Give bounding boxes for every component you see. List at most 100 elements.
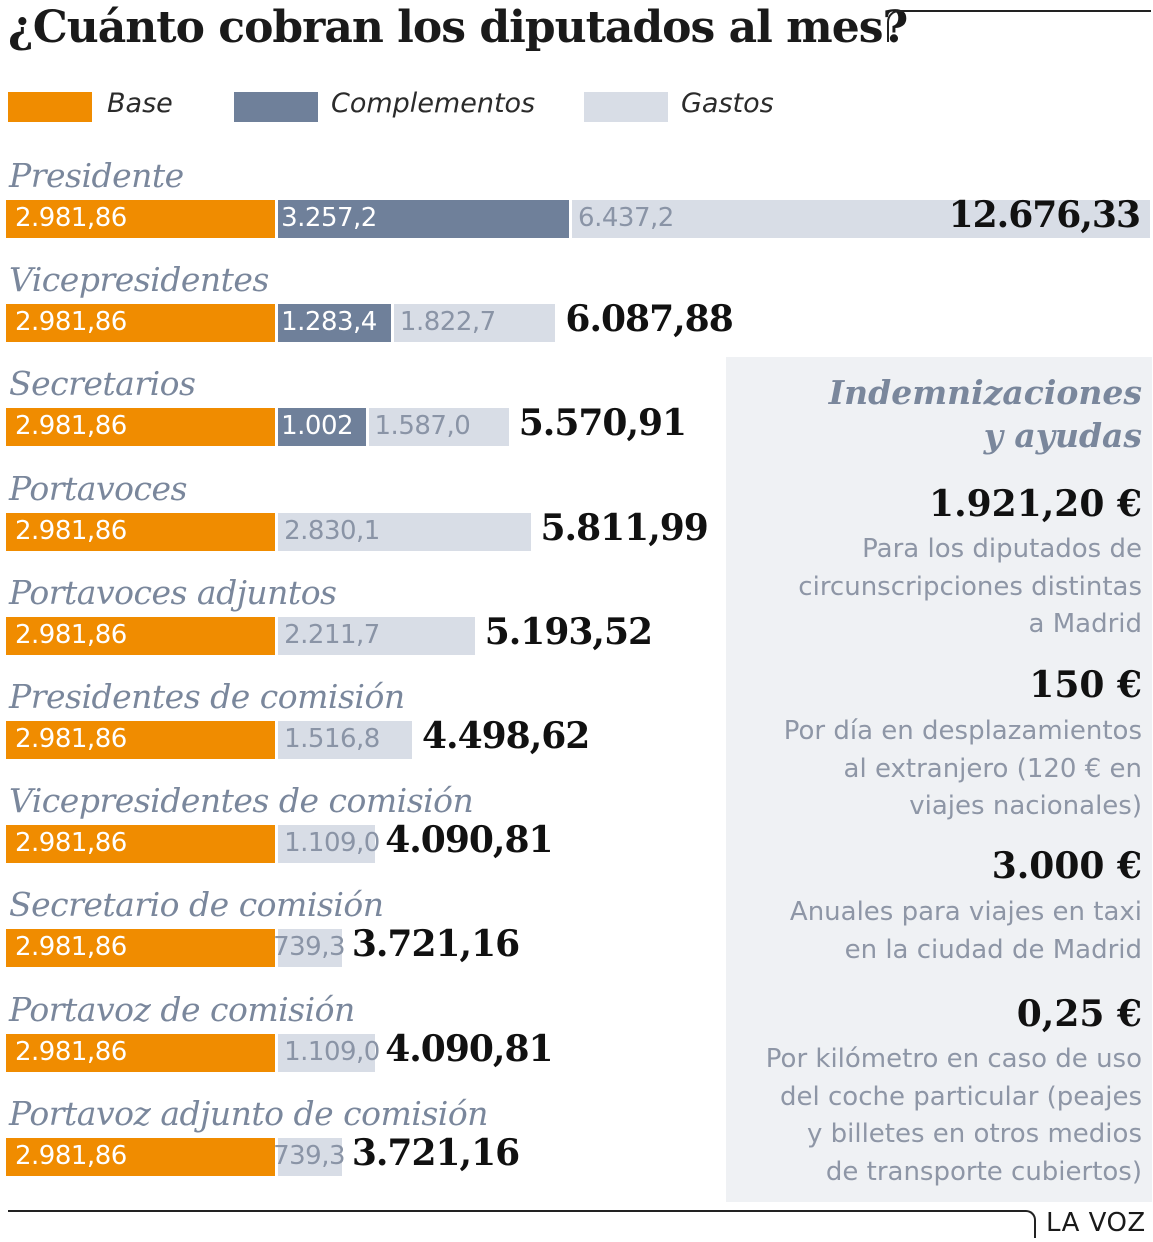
bar-segment-base: 2.981,86 — [6, 825, 276, 864]
bar-value-label: 2.981,86 — [15, 1036, 127, 1067]
title-bracket — [887, 10, 1151, 42]
allowance-amount-3: 3.000 € — [991, 845, 1142, 887]
allowance-description-line: de transporte cubiertos) — [825, 1156, 1142, 1187]
bar-segment-gastos: 739,3 — [273, 929, 346, 968]
legend-label-gastos: Gastos — [681, 88, 774, 119]
bar-segment-base: 2.981,86 — [6, 304, 276, 343]
bar-segment-gastos: 1.822,7 — [390, 304, 556, 343]
footer-rule — [8, 1210, 1036, 1238]
bar-total-label: 4.090,81 — [385, 819, 553, 862]
allowance-description-line: Por día en desplazamientos — [783, 716, 1142, 746]
bar-value-label: 1.283,4 — [281, 307, 377, 338]
bar-value-label: 2.981,86 — [15, 307, 127, 338]
bar-segment-gastos: 1.109,0 — [275, 825, 380, 864]
bar-value-label: 1.516,8 — [284, 724, 380, 754]
bar-value-label: 2.981,86 — [15, 1140, 127, 1171]
bar-segment-gastos: 2.830,1 — [275, 512, 531, 551]
allowance-description-1: Para los diputados de circunscripciones … — [798, 531, 1142, 644]
bar-segment-base: 2.981,86 — [6, 1137, 276, 1176]
allowance-description-line: a Madrid — [1028, 609, 1142, 639]
bar-segment-base: 2.981,86 — [6, 1033, 276, 1072]
row-label: Presidentes de comisión — [9, 677, 405, 716]
bar-value-label: 6.437,2 — [578, 203, 674, 233]
bar-segment-base: 2.981,86 — [6, 512, 276, 551]
bar-value-label: 1.109,0 — [284, 1036, 380, 1067]
row-label: Portavoz adjunto de comisión — [9, 1093, 488, 1133]
bar-segment-comp: 1.283,4 — [275, 304, 391, 343]
bar-value-label: 1.587,0 — [374, 411, 471, 442]
bar-segment-gastos: 1.109,0 — [275, 1033, 380, 1072]
bar-segment-gastos: 2.211,7 — [275, 616, 475, 655]
legend-label-base: Base — [107, 88, 173, 119]
bar-total-label: 4.498,62 — [421, 715, 590, 757]
bar-segment-gastos: 1.587,0 — [365, 408, 509, 447]
bar-segment-gastos: 6.437,2 — [569, 200, 1150, 238]
bar-segment-comp: 3.257,2 — [275, 200, 570, 238]
bar-value-label: 2.981,86 — [15, 411, 127, 442]
bar-value-label: 1.002 — [281, 411, 354, 442]
panel-title-line-1: Indemnizaciones — [828, 373, 1142, 412]
allowance-amount-2: 150 € — [1029, 664, 1142, 706]
bar-segment-base: 2.981,86 — [6, 721, 276, 759]
bar-total-label: 3.721,16 — [351, 923, 520, 966]
allowance-description-line: en la ciudad de Madrid — [844, 934, 1142, 965]
bar-total-label: 5.570,91 — [518, 402, 687, 445]
allowance-description-line: Para los diputados de — [862, 534, 1142, 564]
bar-segment-gastos: 1.516,8 — [275, 721, 412, 759]
allowance-description-4: Por kilómetro en caso de uso del coche p… — [766, 1041, 1142, 1191]
legend-label-complementos: Complementos — [331, 88, 536, 119]
legend-swatch-gastos — [584, 92, 668, 122]
bar-value-label: 2.981,86 — [15, 724, 127, 754]
allowance-amount-1: 1.921,20 € — [929, 483, 1142, 525]
bar-value-label: 2.981,86 — [15, 203, 127, 233]
allowance-description-line: Anuales para viajes en taxi — [789, 897, 1142, 927]
bar-value-label: 3.257,2 — [281, 203, 377, 233]
legend-swatch-complementos — [234, 92, 318, 122]
row-label: Portavoces adjuntos — [9, 572, 337, 612]
allowance-description-line: al extranjero (120 € en — [843, 753, 1142, 784]
bar-segment-base: 2.981,86 — [6, 408, 276, 447]
allowance-description-line: circunscripciones distintas — [798, 571, 1142, 602]
row-label: Portavoz de comisión — [9, 989, 355, 1029]
row-label: Vicepresidentes — [9, 260, 269, 300]
bar-segment-gastos: 739,3 — [273, 1137, 346, 1176]
allowance-amount-4: 0,25 € — [1016, 993, 1142, 1035]
bar-segment-base: 2.981,86 — [6, 200, 276, 238]
bar-value-label: 1.109,0 — [284, 828, 380, 859]
bar-total-label: 4.090,81 — [385, 1027, 553, 1070]
bar-value-label: 739,3 — [273, 932, 346, 963]
allowance-description-2: Por día en desplazamientos al extranjero… — [784, 713, 1142, 826]
bar-value-label: 1.822,7 — [399, 307, 496, 338]
bar-total-label: 6.087,88 — [565, 298, 733, 341]
legend-swatch-base — [8, 92, 92, 122]
bar-segment-base: 2.981,86 — [6, 929, 276, 968]
bar-total-label: 5.193,52 — [484, 610, 653, 653]
allowance-description-line: y billetes en otros medios — [806, 1119, 1142, 1149]
row-label: Portavoces — [9, 468, 187, 508]
allowances-panel: Indemnizaciones y ayudas 1.921,20 € Para… — [726, 357, 1152, 1202]
allowance-description-3: Anuales para viajes en taxi en la ciudad… — [790, 894, 1142, 969]
row-label: Presidente — [9, 156, 184, 195]
row-label: Vicepresidentes de comisión — [9, 781, 474, 821]
bar-segment-comp: 1.002 — [275, 408, 366, 447]
bar-segment-base: 2.981,86 — [6, 616, 276, 655]
bar-total-label: 12.676,33 — [948, 194, 1141, 236]
chart-title: ¿Cuánto cobran los diputados al mes? — [8, 2, 908, 53]
bar-value-label: 739,3 — [273, 1140, 346, 1171]
panel-title: Indemnizaciones y ayudas — [829, 371, 1142, 457]
allowance-description-line: del coche particular (peajes — [780, 1081, 1142, 1112]
brand-logo: LA VOZ — [1046, 1208, 1146, 1238]
bar-value-label: 2.830,1 — [284, 515, 380, 546]
allowance-description-line: Por kilómetro en caso de uso — [765, 1044, 1142, 1074]
allowance-description-line: viajes nacionales) — [909, 791, 1142, 821]
bar-total-label: 5.811,99 — [540, 506, 709, 549]
row-label: Secretarios — [9, 364, 196, 404]
bar-total-label: 3.721,16 — [351, 1131, 520, 1174]
bar-value-label: 2.981,86 — [15, 828, 127, 859]
bar-value-label: 2.981,86 — [15, 932, 127, 963]
bar-value-label: 2.981,86 — [15, 515, 127, 546]
bar-value-label: 2.211,7 — [284, 619, 380, 650]
row-label: Secretario de comisión — [9, 885, 384, 925]
bar-value-label: 2.981,86 — [15, 619, 127, 650]
panel-title-line-2: y ayudas — [983, 416, 1142, 455]
